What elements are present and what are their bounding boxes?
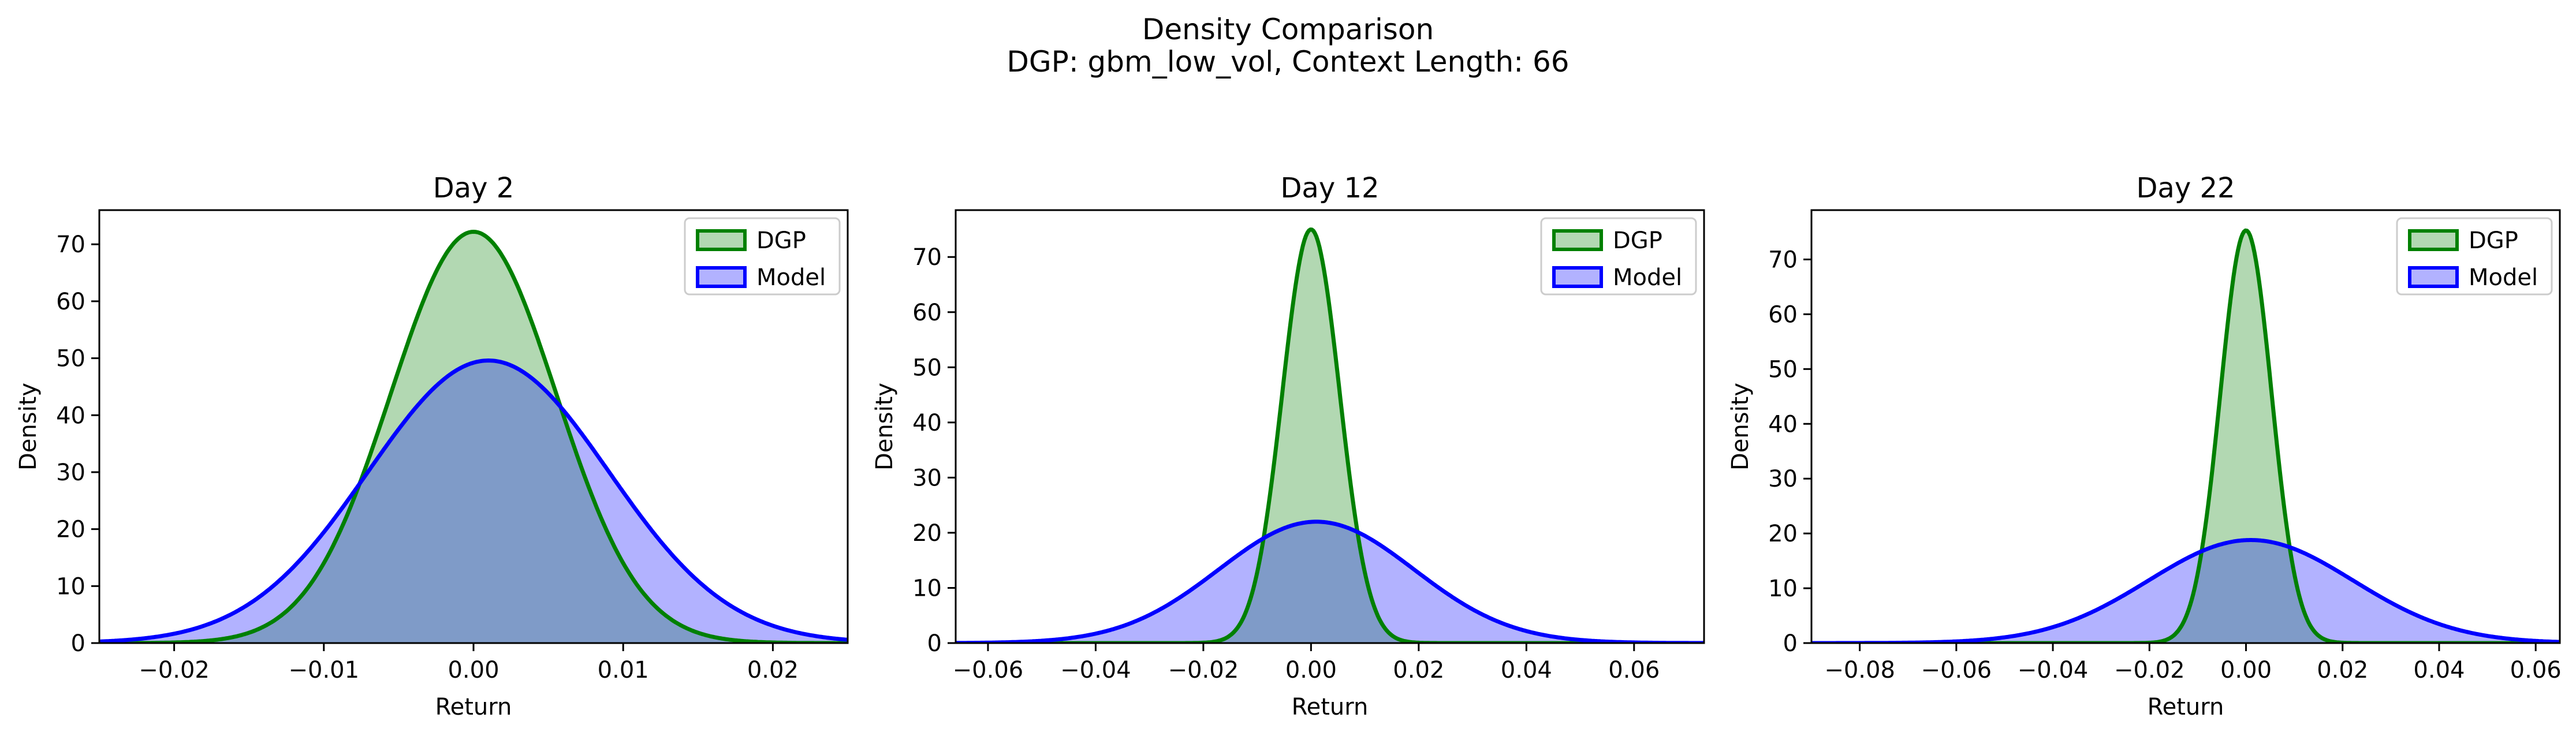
x-tick-label: 0.06 [1608, 657, 1660, 683]
y-tick-label: 10 [56, 573, 85, 600]
y-tick-label: 20 [1768, 521, 1798, 547]
subplot-title: Day 12 [1280, 172, 1379, 204]
x-axis-label: Return [435, 694, 512, 720]
x-tick-label: 0.04 [2413, 657, 2465, 683]
y-tick-label: 30 [912, 465, 942, 491]
axes-frame [955, 209, 1705, 644]
legend: DGP Model [1540, 217, 1697, 296]
y-tick-label: 20 [912, 520, 942, 547]
y-axis-label: Density [1727, 383, 1754, 470]
plot-area [956, 227, 1704, 643]
x-tick-label: −0.01 [289, 657, 360, 683]
x-tick-label: 0.06 [2510, 657, 2562, 683]
legend-label-dgp: DGP [756, 227, 806, 254]
y-tick-label: 60 [912, 300, 942, 326]
y-tick-label: 0 [1783, 630, 1798, 657]
y-tick-label: 50 [56, 346, 85, 372]
x-tick-label: −0.04 [1060, 657, 1131, 683]
axes-frame [1810, 209, 2561, 644]
x-tick-label: 0.02 [1393, 657, 1444, 683]
legend-swatch-dgp [1552, 229, 1603, 251]
y-tick-label: 0 [927, 630, 942, 657]
x-tick-label: −0.02 [139, 657, 210, 683]
legend-swatch-model [696, 266, 747, 288]
x-axis-label: Return [2148, 694, 2224, 720]
y-tick-label: 20 [56, 517, 85, 543]
legend-label-dgp: DGP [1613, 227, 1662, 254]
x-tick-label: −0.06 [953, 657, 1024, 683]
x-tick-label: −0.08 [1824, 657, 1895, 683]
x-tick-label: 0.01 [598, 657, 649, 683]
subplot-day-2: −0.06 −0.04 −0.02 0.00 0.02 0.04 0.06 0 10 20 30 40… [871, 172, 1705, 720]
y-tick-label: 40 [1768, 411, 1798, 438]
plot-area [99, 230, 848, 643]
x-tick-label: 0.02 [747, 657, 799, 683]
model-density-fill [1811, 540, 2560, 643]
model-density-line [1811, 538, 2560, 643]
legend-swatch-dgp [696, 229, 747, 251]
subplot-day-3: −0.08 −0.06 −0.04 −0.02 0.00 0.02 0.04 0.06 0 10 2… [1727, 172, 2562, 720]
y-tick-label: 50 [912, 354, 942, 381]
y-tick-label: 30 [1768, 466, 1798, 492]
overlap-fill [956, 521, 1704, 643]
x-tick-label: −0.02 [2114, 657, 2185, 683]
dgp-density-line [1811, 228, 2560, 643]
subplot-title: Day 22 [2136, 172, 2235, 204]
y-tick-label: 30 [56, 459, 85, 486]
y-tick-label: 10 [912, 575, 942, 601]
y-tick-label: 70 [56, 231, 85, 258]
legend-swatch-dgp [2408, 229, 2459, 251]
legend-label-model: Model [1613, 264, 1682, 291]
figure-subtitle: DGP: gbm_low_vol, Context Length: 66 [1006, 45, 1570, 79]
y-tick-label: 60 [1768, 301, 1798, 328]
y-axis-label: Density [871, 383, 898, 470]
y-tick-label: 10 [1768, 576, 1798, 602]
x-tick-label: 0.04 [1501, 657, 1552, 683]
model-density-line [99, 358, 848, 643]
figure-title: Density Comparison [1142, 13, 1434, 46]
plot-area [1811, 228, 2560, 643]
x-tick-label: 0.00 [448, 657, 499, 683]
dgp-density-line [956, 227, 1704, 643]
legend-label-model: Model [756, 264, 826, 291]
x-tick-label: 0.00 [1285, 657, 1337, 683]
y-tick-label: 40 [56, 402, 85, 429]
legend-swatch-model [2408, 266, 2459, 288]
overlap-fill [1811, 540, 2560, 643]
legend-label-model: Model [2469, 264, 2538, 291]
x-tick-label: −0.06 [1921, 657, 1992, 683]
x-axis-label: Return [1292, 694, 1369, 720]
overlap-fill [99, 360, 848, 643]
x-tick-label: 0.00 [2220, 657, 2272, 683]
y-tick-label: 0 [71, 630, 85, 657]
y-tick-label: 50 [1768, 356, 1798, 383]
legend: DGP Model [2396, 217, 2553, 296]
x-tick-label: 0.02 [2317, 657, 2368, 683]
y-tick-label: 60 [56, 289, 85, 315]
subplot-day-1: −0.02 −0.01 0.00 0.01 0.02 0 10 20 30 40 50 60 70 Day… [15, 172, 849, 720]
dgp-density-fill [956, 229, 1704, 643]
x-tick-label: −0.04 [2018, 657, 2089, 683]
model-density-line [956, 520, 1704, 643]
legend-label-dgp: DGP [2469, 227, 2518, 254]
subplot-title: Day 2 [433, 172, 515, 204]
y-tick-label: 70 [1768, 246, 1798, 273]
x-tick-label: −0.02 [1168, 657, 1239, 683]
legend-swatch-model [1552, 266, 1603, 288]
legend: DGP Model [684, 217, 841, 296]
y-tick-label: 40 [912, 410, 942, 436]
y-tick-label: 70 [912, 244, 942, 271]
y-axis-label: Density [15, 383, 42, 470]
dgp-density-line [99, 230, 848, 643]
